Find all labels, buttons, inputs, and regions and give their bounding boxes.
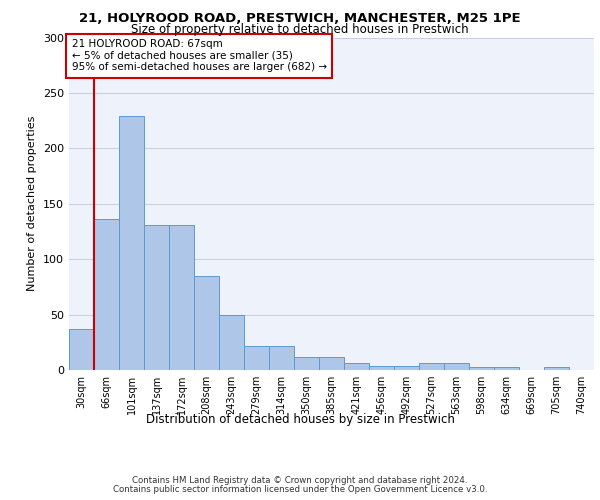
Text: Contains HM Land Registry data © Crown copyright and database right 2024.: Contains HM Land Registry data © Crown c…	[132, 476, 468, 485]
Text: 21, HOLYROOD ROAD, PRESTWICH, MANCHESTER, M25 1PE: 21, HOLYROOD ROAD, PRESTWICH, MANCHESTER…	[79, 12, 521, 26]
Text: Contains public sector information licensed under the Open Government Licence v3: Contains public sector information licen…	[113, 485, 487, 494]
Bar	[294, 356, 319, 370]
Text: Size of property relative to detached houses in Prestwich: Size of property relative to detached ho…	[131, 22, 469, 36]
Bar	[269, 346, 294, 370]
Bar	[319, 356, 344, 370]
Bar	[394, 366, 419, 370]
Bar	[369, 366, 394, 370]
Bar	[494, 366, 519, 370]
Y-axis label: Number of detached properties: Number of detached properties	[28, 116, 37, 292]
Bar	[119, 116, 144, 370]
Bar	[219, 314, 244, 370]
Bar	[194, 276, 219, 370]
Bar	[244, 346, 269, 370]
Bar	[444, 364, 469, 370]
Bar	[469, 366, 494, 370]
Bar	[344, 364, 369, 370]
Bar	[544, 366, 569, 370]
Bar	[69, 329, 94, 370]
Bar	[169, 225, 194, 370]
Bar	[419, 364, 444, 370]
Bar	[94, 220, 119, 370]
Text: Distribution of detached houses by size in Prestwich: Distribution of detached houses by size …	[146, 412, 454, 426]
Text: 21 HOLYROOD ROAD: 67sqm
← 5% of detached houses are smaller (35)
95% of semi-det: 21 HOLYROOD ROAD: 67sqm ← 5% of detached…	[71, 39, 327, 72]
Bar	[144, 225, 169, 370]
